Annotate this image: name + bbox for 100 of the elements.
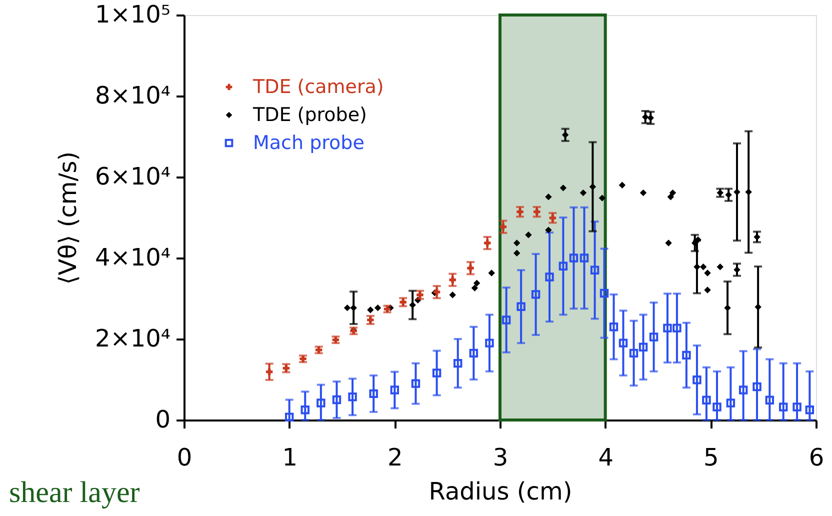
point	[467, 264, 474, 272]
point	[702, 396, 711, 405]
point	[344, 304, 351, 312]
point	[805, 406, 814, 414]
point	[454, 358, 462, 368]
point	[692, 240, 698, 246]
legend-label: TDE (camera)	[252, 76, 384, 98]
point	[694, 264, 700, 270]
point	[792, 402, 802, 412]
x-axis-title: Radius (cm)	[428, 478, 572, 506]
x-tick-label: 5	[704, 444, 719, 472]
point	[609, 322, 618, 332]
point	[667, 193, 674, 200]
point	[502, 316, 511, 324]
point	[569, 254, 578, 262]
point	[514, 240, 520, 246]
point	[409, 302, 416, 308]
point	[765, 396, 774, 405]
point	[558, 262, 568, 270]
point	[549, 214, 556, 222]
point	[562, 132, 569, 138]
point	[534, 208, 540, 216]
point	[316, 398, 326, 408]
point	[752, 382, 762, 392]
point	[516, 302, 526, 311]
point	[284, 412, 294, 422]
legend-label: Mach probe	[253, 132, 364, 154]
point	[500, 223, 507, 230]
legend-label: TDE (probe)	[252, 104, 367, 126]
y-tick-label: 4×10⁴	[94, 244, 170, 272]
point	[682, 350, 691, 360]
point	[590, 266, 600, 275]
point	[416, 292, 424, 298]
point	[411, 379, 420, 388]
point	[580, 189, 587, 196]
point	[469, 348, 478, 358]
point	[618, 338, 628, 348]
point	[754, 304, 762, 310]
point	[488, 270, 495, 276]
point	[712, 402, 722, 412]
point	[390, 386, 400, 394]
point	[545, 193, 552, 200]
point	[300, 406, 310, 414]
y-axis-title: ⟨Vθ⟩ (cm/s)	[54, 151, 82, 285]
point	[694, 236, 702, 244]
x-tick-label: 1	[282, 444, 298, 472]
point	[738, 386, 748, 394]
point	[672, 324, 682, 332]
x-tick-label: 6	[808, 444, 824, 472]
point	[598, 194, 606, 202]
point	[700, 264, 707, 270]
point	[369, 389, 378, 398]
x-tick-label: 4	[598, 444, 614, 472]
point	[734, 266, 740, 274]
x-tick-label: 3	[492, 444, 508, 472]
point	[754, 234, 760, 240]
point	[589, 183, 596, 190]
point	[665, 240, 672, 246]
point	[367, 316, 374, 324]
point	[514, 250, 520, 256]
point	[734, 188, 740, 196]
point	[449, 292, 456, 298]
point	[618, 182, 626, 188]
point	[600, 288, 609, 298]
point	[531, 290, 540, 299]
point	[778, 402, 788, 412]
point	[348, 392, 357, 402]
point	[432, 368, 442, 378]
point	[638, 342, 648, 352]
point	[726, 398, 736, 408]
point	[725, 191, 732, 198]
point	[473, 280, 480, 286]
point	[716, 264, 724, 270]
point	[629, 348, 638, 358]
y-tick-label: 2×10⁴	[94, 324, 170, 352]
y-tick-label: 6×10⁴	[94, 162, 170, 190]
point	[647, 114, 654, 122]
point	[669, 189, 676, 196]
point	[692, 376, 702, 384]
point	[374, 304, 382, 312]
point	[516, 208, 524, 216]
point	[640, 189, 647, 196]
point	[545, 226, 552, 234]
point	[400, 298, 406, 306]
point	[642, 114, 649, 120]
point	[484, 240, 491, 246]
point	[332, 395, 342, 404]
y-tick-label: 1×10⁵	[94, 0, 170, 28]
point	[545, 272, 554, 282]
point	[745, 188, 752, 196]
point	[580, 254, 589, 262]
point	[367, 306, 374, 314]
point	[560, 184, 567, 192]
point	[350, 304, 357, 312]
point	[266, 368, 273, 376]
point	[449, 276, 456, 284]
point	[471, 284, 478, 292]
point	[663, 324, 672, 332]
y-tick-label: 0	[155, 406, 170, 434]
x-tick-label: 2	[388, 444, 403, 472]
